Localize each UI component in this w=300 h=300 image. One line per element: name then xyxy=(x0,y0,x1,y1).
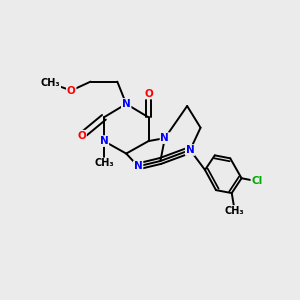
Text: N: N xyxy=(134,161,142,171)
Text: Cl: Cl xyxy=(251,176,262,186)
Text: N: N xyxy=(100,136,108,146)
Text: O: O xyxy=(77,131,86,141)
Text: CH₃: CH₃ xyxy=(40,78,60,88)
Text: CH₃: CH₃ xyxy=(94,158,114,168)
Text: N: N xyxy=(160,133,169,143)
Text: O: O xyxy=(67,85,76,96)
Text: O: O xyxy=(144,88,153,98)
Text: CH₃: CH₃ xyxy=(225,206,244,216)
Text: N: N xyxy=(186,145,194,155)
Text: N: N xyxy=(122,99,130,109)
